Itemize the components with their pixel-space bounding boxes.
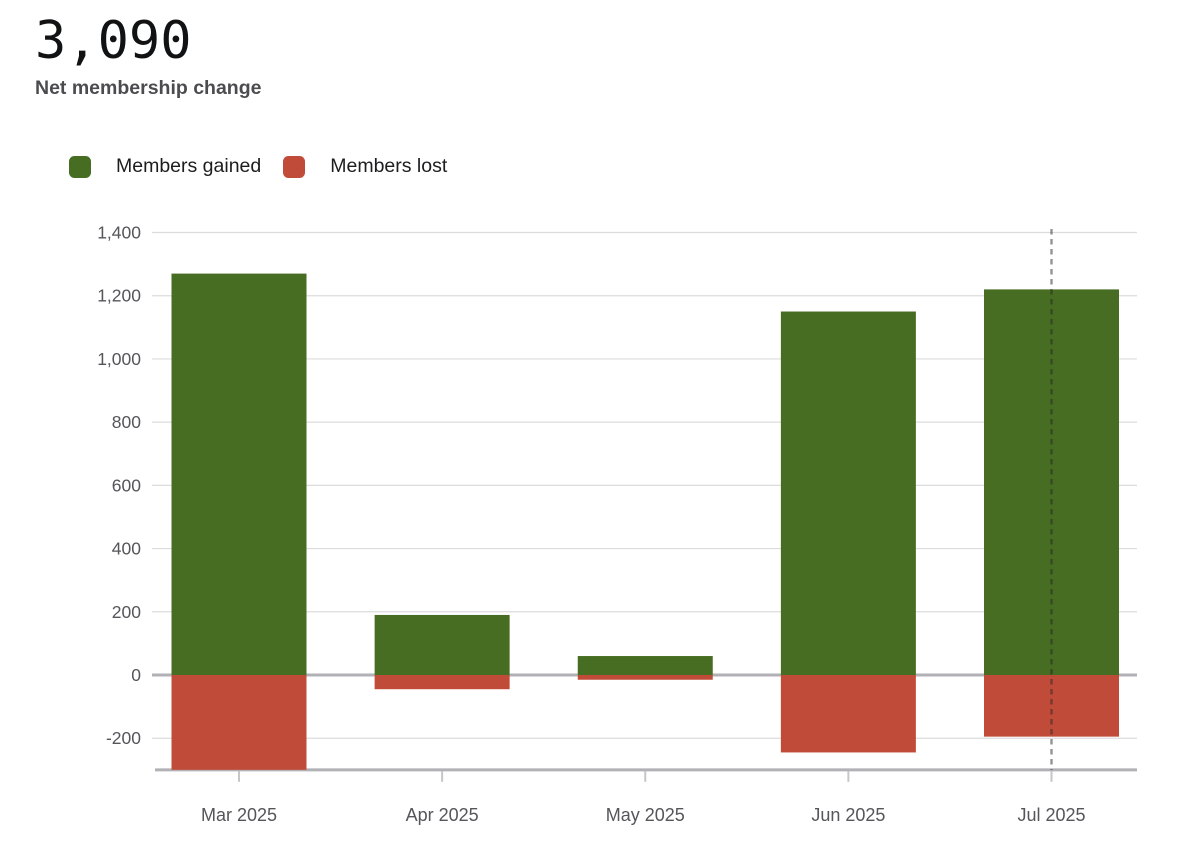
y-axis-tick-label: 200 xyxy=(112,602,141,622)
x-axis-tick-label: Mar 2025 xyxy=(201,805,277,825)
legend-label-members-lost: Members lost xyxy=(330,155,448,177)
y-axis-tick-label: 1,400 xyxy=(97,223,141,243)
y-axis-tick-label: 1,200 xyxy=(97,286,141,306)
y-axis-tick-label: -200 xyxy=(106,728,141,748)
bar-lost-may-2025[interactable] xyxy=(577,675,713,680)
x-axis-tick-label: Jul 2025 xyxy=(1017,805,1085,825)
members-gained-swatch-icon xyxy=(69,155,91,178)
y-axis-tick-label: 800 xyxy=(112,412,141,432)
bar-gained-mar-2025[interactable] xyxy=(171,273,307,675)
x-axis-tick-label: Apr 2025 xyxy=(406,805,479,825)
legend-label-members-gained: Members gained xyxy=(116,155,262,177)
net-change-label: Net membership change xyxy=(35,77,262,100)
legend-item-members-gained: Members gained xyxy=(69,155,261,178)
x-axis-tick-label: May 2025 xyxy=(606,805,685,825)
bar-gained-may-2025[interactable] xyxy=(577,656,713,675)
chart-legend: Members gained Members lost xyxy=(69,155,447,178)
y-axis-tick-label: 0 xyxy=(131,665,141,685)
y-axis-tick-label: 1,000 xyxy=(97,349,141,369)
net-change-value: 3,090 xyxy=(35,11,192,71)
y-axis-tick-label: 400 xyxy=(112,539,141,559)
summary-header: 3,090 Net membership change xyxy=(35,12,261,100)
bar-gained-apr-2025[interactable] xyxy=(374,614,510,675)
bar-lost-apr-2025[interactable] xyxy=(374,675,510,690)
bar-gained-jun-2025[interactable] xyxy=(780,311,916,675)
bar-lost-jun-2025[interactable] xyxy=(780,675,916,753)
bar-lost-jul-2025[interactable] xyxy=(984,675,1119,737)
x-axis-tick-label: Jun 2025 xyxy=(811,805,885,825)
y-axis-tick-label: 600 xyxy=(112,475,141,495)
members-lost-swatch-icon xyxy=(283,155,306,178)
bar-lost-mar-2025[interactable] xyxy=(171,675,307,770)
legend-item-members-lost: Members lost xyxy=(283,155,447,178)
